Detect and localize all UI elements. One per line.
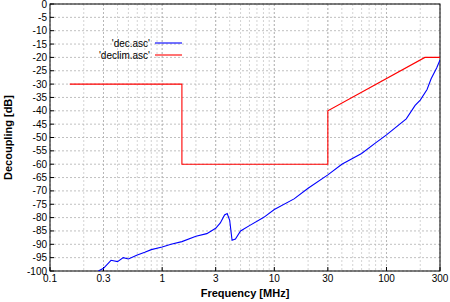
minor-grid-line [269, 4, 270, 271]
x-tick-label: 3 [213, 273, 219, 284]
y-tick [50, 84, 54, 85]
chart: 0.10.3131030100300-100-95-90-85-80-75-70… [0, 0, 450, 302]
y-tick [50, 124, 54, 125]
y-tick-label: -85 [33, 225, 48, 236]
y-grid-line [50, 17, 440, 18]
y-tick-label: -90 [33, 239, 48, 250]
y-tick [50, 110, 54, 111]
y-grid-line [50, 177, 440, 178]
minor-grid-line [381, 4, 382, 271]
legend-label: 'dec.asc' [112, 38, 150, 49]
x-tick [440, 267, 441, 271]
y-tick [50, 204, 54, 205]
y-tick [50, 4, 54, 5]
y-tick-label: -30 [33, 79, 48, 90]
y-tick-label: -70 [33, 185, 48, 196]
x-tick [215, 267, 216, 271]
y-tick-label: -10 [33, 25, 48, 36]
y-grid-line [50, 97, 440, 98]
x-tick [274, 267, 275, 271]
y-grid-line [50, 44, 440, 45]
grid [50, 4, 440, 271]
legend-swatch [155, 54, 182, 55]
y-tick [50, 190, 54, 191]
x-tick-label: 1 [159, 273, 165, 284]
y-grid-line [50, 190, 440, 191]
x-tick [162, 267, 163, 271]
x-tick-label: 300 [432, 273, 449, 284]
y-grid-line [50, 257, 440, 258]
x-tick [327, 267, 328, 271]
y-tick-label: -35 [33, 92, 48, 103]
y-grid-line [50, 204, 440, 205]
series-line [70, 57, 440, 164]
y-tick [50, 230, 54, 231]
y-axis-label: Decoupling [dB] [2, 95, 14, 180]
minor-grid-line [361, 4, 362, 271]
y-tick [50, 150, 54, 151]
y-tick-label: -100 [27, 266, 47, 277]
y-tick [50, 137, 54, 138]
series-line [98, 60, 440, 271]
y-tick-label: -60 [33, 159, 48, 170]
y-grid-line [50, 150, 440, 151]
y-tick [50, 164, 54, 165]
y-tick-label: -45 [33, 119, 48, 130]
y-grid-line [50, 217, 440, 218]
minor-grid-line [369, 4, 370, 271]
y-tick-label: -20 [33, 52, 48, 63]
legend-swatch [155, 42, 182, 43]
y-tick [50, 257, 54, 258]
minor-grid-line [249, 4, 250, 271]
minor-grid-line [256, 4, 257, 271]
y-tick [50, 17, 54, 18]
y-tick [50, 177, 54, 178]
y-tick-label: -40 [33, 105, 48, 116]
y-tick [50, 244, 54, 245]
legend-label: 'declim.asc' [99, 50, 150, 61]
y-tick-label: -55 [33, 145, 48, 156]
y-grid-line [50, 110, 440, 111]
y-tick-label: -25 [33, 65, 48, 76]
y-grid-line [50, 244, 440, 245]
y-tick-label: -95 [33, 252, 48, 263]
x-tick [50, 267, 51, 271]
plot-frame [50, 4, 440, 271]
x-tick [386, 267, 387, 271]
y-tick [50, 44, 54, 45]
x-axis-label: Frequency [MHz] [201, 287, 290, 299]
y-tick [50, 271, 54, 272]
y-tick-label: -75 [33, 199, 48, 210]
y-tick-label: -15 [33, 39, 48, 50]
y-tick-label: -80 [33, 212, 48, 223]
y-tick [50, 97, 54, 98]
y-tick-label: -65 [33, 172, 48, 183]
x-tick-label: 100 [378, 273, 395, 284]
y-tick [50, 70, 54, 71]
y-tick [50, 57, 54, 58]
x-tick-label: 0.3 [97, 273, 111, 284]
x-tick-label: 30 [322, 273, 334, 284]
y-tick-label: 0 [41, 0, 47, 10]
y-tick [50, 30, 54, 31]
y-grid-line [50, 70, 440, 71]
x-tick-label: 10 [269, 273, 281, 284]
y-grid-line [50, 230, 440, 231]
minor-grid-line [157, 4, 158, 271]
y-grid-line [50, 30, 440, 31]
legend: 'dec.asc''declim.asc' [99, 38, 182, 61]
y-tick-label: -5 [38, 12, 47, 23]
series-group [70, 57, 440, 271]
minor-grid-line [352, 4, 353, 271]
y-tick [50, 217, 54, 218]
y-tick-label: -50 [33, 132, 48, 143]
y-grid-line [50, 124, 440, 125]
